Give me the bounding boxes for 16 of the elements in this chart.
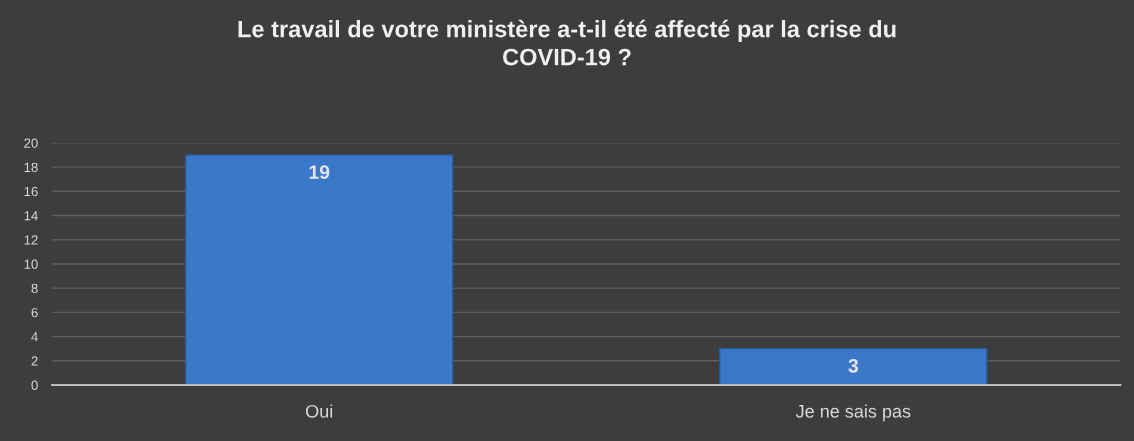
- data-label: 3: [848, 358, 859, 373]
- y-tick-label: 16: [24, 186, 38, 197]
- y-tick-label: 14: [24, 211, 38, 221]
- chart-title: Le travail de votre ministère a-t-il été affecté par la crise du COVID-19 ?: [238, 19, 896, 66]
- data-label: 19: [309, 165, 330, 179]
- y-tick-label: 20: [24, 138, 38, 148]
- x-tick-label: Je ne sais pas: [795, 404, 911, 422]
- y-tick-label: 6: [31, 307, 38, 318]
- y-tick-label: 12: [24, 235, 38, 245]
- y-tick-label: 0: [31, 380, 38, 390]
- y-tick-label: 8: [31, 283, 38, 294]
- y-tick-label: 4: [31, 332, 38, 342]
- y-tick-label: 2: [31, 356, 38, 366]
- x-tick-label: Oui: [306, 404, 333, 418]
- y-tick-label: 18: [24, 162, 38, 173]
- y-tick-label: 10: [24, 259, 38, 269]
